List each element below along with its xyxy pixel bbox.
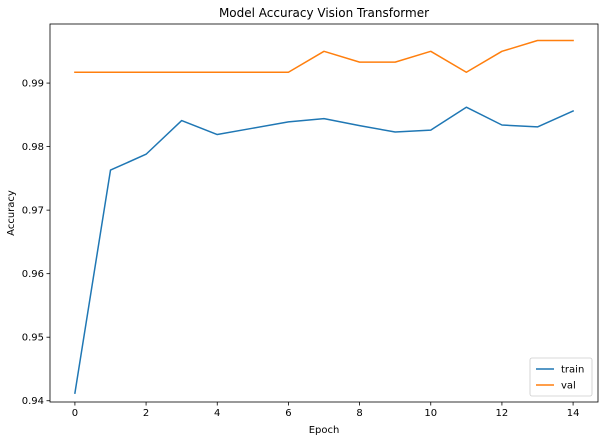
y-tick-label: 0.94 [22, 396, 44, 407]
y-tick-label: 0.95 [22, 333, 44, 344]
y-tick-label: 0.98 [22, 142, 44, 153]
x-tick-label: 0 [72, 408, 78, 419]
series-layer [74, 39, 575, 394]
legend-box [529, 357, 593, 397]
y-tick-label: 0.97 [22, 206, 44, 217]
y-tick-label: 0.99 [22, 79, 44, 90]
y-tick-label: 0.96 [22, 269, 44, 280]
x-tick-label: 12 [496, 408, 509, 419]
x-tick-label: 10 [424, 408, 437, 419]
legend-label-val: val [561, 381, 576, 392]
chart-title: Model Accuracy Vision Transformer [219, 6, 429, 20]
x-axis-ticks: 0 2 4 6 8 10 12 14 [72, 402, 580, 419]
y-axis-label: Accuracy [6, 190, 17, 236]
y-axis-ticks: 0.94 0.95 0.96 0.97 0.98 0.99 [22, 79, 50, 407]
series-line-train [74, 106, 575, 394]
legend-label-train: train [561, 365, 584, 376]
legend: train val [529, 357, 593, 397]
x-tick-label: 14 [567, 408, 580, 419]
x-axis-label: Epoch [309, 425, 340, 436]
x-tick-label: 4 [214, 408, 220, 419]
x-tick-label: 2 [143, 408, 149, 419]
x-tick-label: 6 [285, 408, 291, 419]
plot-frame [49, 23, 599, 403]
series-line-val [74, 39, 574, 74]
x-tick-label: 8 [356, 408, 362, 419]
